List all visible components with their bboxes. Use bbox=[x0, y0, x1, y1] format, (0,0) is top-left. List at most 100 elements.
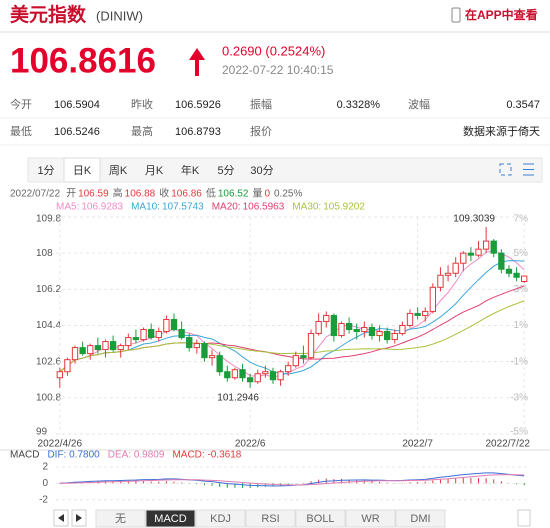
info-label: 收 bbox=[159, 187, 169, 200]
code: (DINIW) bbox=[96, 8, 143, 23]
indicator-tab[interactable] bbox=[195, 509, 246, 528]
tab-selected bbox=[63, 157, 101, 183]
indicator-tab[interactable] bbox=[295, 509, 346, 528]
stat-value: 0.3328% bbox=[337, 99, 381, 111]
time: 2022-07-22 10:40:15 bbox=[222, 63, 334, 77]
macd-bar bbox=[181, 482, 183, 484]
stat-label: 今开 bbox=[10, 97, 32, 111]
y-tick-label: 100.8 bbox=[36, 392, 61, 403]
tab[interactable]: 日K bbox=[73, 165, 92, 177]
dif-line bbox=[59, 472, 525, 487]
indicator-label: RSI bbox=[261, 513, 279, 525]
y2-tick-label: 3% bbox=[514, 284, 529, 295]
stat-value: 106.5926 bbox=[175, 99, 221, 111]
next-icon bbox=[76, 514, 82, 522]
candle-body bbox=[64, 359, 71, 373]
fullscreen-icon[interactable] bbox=[499, 163, 512, 176]
indicator-label: BOLL bbox=[306, 513, 334, 525]
macd-bar bbox=[287, 483, 289, 485]
indicator-tab[interactable] bbox=[395, 509, 446, 528]
price: 106.8616 bbox=[10, 41, 156, 80]
ma-label: MA30: bbox=[292, 202, 321, 213]
ma-value: 105.9202 bbox=[323, 202, 365, 213]
candle-body bbox=[170, 318, 178, 331]
candle-body bbox=[269, 371, 277, 381]
indicator-label: 无 bbox=[115, 513, 126, 525]
macd-bar bbox=[234, 483, 236, 488]
macd-bar bbox=[417, 481, 419, 484]
title: 美元指数 bbox=[10, 3, 87, 26]
macd-bar bbox=[424, 481, 426, 484]
indicator-tab[interactable] bbox=[345, 509, 396, 528]
candle-body bbox=[353, 329, 360, 333]
macd-bar bbox=[196, 483, 198, 485]
info-label: 低 bbox=[206, 187, 216, 200]
macd-bar bbox=[432, 480, 434, 484]
candle-body bbox=[285, 365, 292, 373]
candle-body bbox=[140, 329, 147, 341]
candle-body bbox=[498, 252, 505, 270]
candle-body bbox=[307, 333, 315, 359]
macd-legend: DEA: 0.9809 bbox=[108, 450, 165, 461]
candle-body bbox=[338, 322, 345, 337]
stat-value: 106.8793 bbox=[175, 126, 221, 138]
menu-icon[interactable] bbox=[523, 163, 534, 176]
candle-body bbox=[277, 371, 284, 381]
candle-body bbox=[513, 272, 520, 278]
indicator-label: DMI bbox=[410, 513, 430, 525]
candle-body bbox=[102, 341, 109, 351]
y2-tick-label: 1% bbox=[514, 320, 529, 331]
macd-bar bbox=[127, 481, 129, 484]
stat-label: 最高 bbox=[131, 124, 153, 138]
candle-body bbox=[300, 355, 307, 359]
x-tick-label: 2022/4/26 bbox=[38, 439, 83, 450]
dea-line bbox=[59, 474, 525, 486]
tab[interactable]: 1分 bbox=[37, 164, 54, 177]
indicator-tab[interactable] bbox=[95, 509, 146, 528]
ma-value: 106.5963 bbox=[243, 202, 285, 213]
info-value: 106.88 bbox=[125, 189, 156, 200]
ma-line bbox=[59, 249, 525, 378]
tab[interactable]: 周K bbox=[109, 164, 128, 177]
macd-bar bbox=[470, 477, 472, 484]
macd-bar bbox=[135, 481, 137, 484]
tab[interactable]: 年K bbox=[181, 163, 200, 177]
candle-body bbox=[147, 329, 155, 339]
macd-bar bbox=[340, 479, 342, 484]
y-tick-label: 108 bbox=[36, 248, 53, 259]
macd-bar bbox=[226, 483, 228, 488]
stat-value: 106.5246 bbox=[54, 126, 100, 138]
info-label: 0.25% bbox=[274, 189, 302, 200]
candle-body bbox=[452, 262, 459, 274]
candle-body bbox=[71, 347, 79, 361]
macd-legend: DIF: 0.7800 bbox=[47, 450, 100, 461]
end-button[interactable] bbox=[517, 509, 531, 527]
macd-bar bbox=[219, 483, 221, 487]
macd-bar bbox=[120, 481, 122, 484]
macd-bar bbox=[386, 482, 388, 484]
macd-bar bbox=[242, 483, 244, 488]
tab[interactable]: 5分 bbox=[217, 164, 234, 177]
ma-value: 107.5743 bbox=[162, 202, 204, 213]
ma-label: MA20: bbox=[212, 202, 241, 213]
y2-tick-label: -3% bbox=[510, 392, 528, 403]
macd-bar bbox=[409, 482, 411, 484]
candle-body bbox=[467, 252, 475, 256]
tab[interactable]: 30分 bbox=[250, 164, 273, 177]
y-tick-label: 99 bbox=[36, 427, 48, 438]
prev-icon bbox=[58, 514, 64, 522]
stat-label: 昨收 bbox=[131, 97, 153, 111]
candle-body bbox=[155, 331, 162, 339]
macd-bar bbox=[112, 481, 114, 484]
indicator-tab[interactable] bbox=[245, 509, 296, 528]
indicator-tab[interactable] bbox=[145, 509, 196, 528]
app-link[interactable]: 在APP中查看 bbox=[465, 7, 538, 22]
candle-body bbox=[125, 337, 132, 347]
candle-body bbox=[292, 355, 299, 367]
candle-body bbox=[444, 272, 452, 276]
candle-body bbox=[231, 369, 239, 379]
candle-body bbox=[414, 312, 421, 316]
tab[interactable]: 月K bbox=[145, 165, 164, 177]
candle-body bbox=[437, 274, 444, 288]
